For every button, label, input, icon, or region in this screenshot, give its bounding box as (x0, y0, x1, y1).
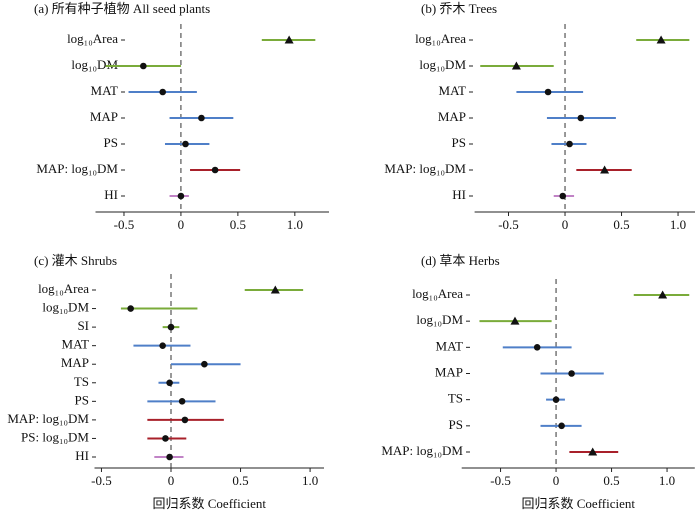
x-tick-label: 0 (562, 217, 569, 232)
point (600, 165, 610, 174)
point (544, 88, 552, 96)
point (533, 344, 541, 351)
x-tick-label: -0.5 (498, 217, 519, 232)
point (166, 453, 173, 461)
x-tick-label: 0 (553, 473, 560, 488)
x-tick-label: 1.0 (659, 473, 675, 488)
y-tick-label: SI (77, 318, 89, 333)
y-tick-label: MAT (91, 83, 119, 98)
point (658, 290, 668, 299)
y-tick-label: log₁₀DM (419, 57, 466, 72)
point (159, 88, 167, 96)
y-tick-label: MAT (436, 338, 464, 353)
y-tick-label: MAP (61, 355, 89, 370)
point (270, 285, 280, 294)
y-tick-label: HI (452, 187, 466, 202)
point (568, 370, 575, 377)
y-tick-label: HI (75, 448, 89, 463)
y-tick-label: log₁₀Area (412, 286, 463, 301)
point (558, 422, 565, 430)
x-tick-label: 1.0 (670, 217, 686, 232)
x-tick-label: 0.5 (603, 473, 619, 488)
panel-title: (b) 乔木 Trees (421, 1, 497, 16)
panel-title: (c) 灌木 Shrubs (34, 253, 117, 268)
y-tick-label: TS (74, 374, 89, 389)
y-tick-label: HI (104, 187, 118, 202)
point (656, 35, 666, 44)
y-tick-label: MAT (62, 337, 90, 352)
point (284, 35, 294, 44)
point (182, 140, 189, 148)
y-tick-label: log₁₀DM (42, 300, 89, 315)
y-tick-label: log₁₀Area (67, 31, 118, 46)
panel-title: (d) 草本 Herbs (421, 253, 500, 268)
point (510, 316, 520, 325)
point (166, 379, 173, 387)
point (552, 396, 560, 403)
y-tick-label: PS (75, 392, 89, 407)
y-tick-label: TS (448, 391, 463, 406)
y-tick-label: MAT (439, 83, 467, 98)
x-tick-label: -0.5 (114, 217, 135, 232)
point (140, 62, 147, 70)
y-tick-label: MAP (90, 109, 118, 124)
point (178, 398, 186, 405)
y-tick-label: PS (452, 135, 466, 150)
y-tick-label: MAP: log₁₀DM (384, 161, 466, 176)
y-tick-label: MAP: log₁₀DM (381, 443, 463, 458)
point (559, 192, 567, 200)
point (167, 323, 175, 331)
y-tick-label: MAP: log₁₀DM (7, 411, 89, 426)
x-axis-label: 回归系数 Coefficient (153, 496, 267, 511)
x-tick-label: 0.5 (613, 217, 629, 232)
y-tick-label: MAP (435, 364, 463, 379)
x-tick-label: 1.0 (287, 217, 303, 232)
point (211, 166, 219, 174)
y-tick-label: log₁₀DM (71, 57, 118, 72)
x-tick-label: -0.5 (490, 473, 511, 488)
point (511, 61, 521, 70)
point (588, 447, 598, 456)
x-tick-label: 0.5 (232, 473, 248, 488)
point (177, 192, 185, 200)
point (566, 140, 573, 148)
point (198, 114, 205, 122)
y-tick-label: log₁₀Area (415, 31, 466, 46)
y-tick-label: log₁₀Area (38, 281, 89, 296)
y-tick-label: PS (449, 417, 463, 432)
panel-title: (a) 所有种子植物 All seed plants (34, 1, 210, 16)
y-tick-label: MAP (438, 109, 466, 124)
point (162, 435, 169, 442)
point (127, 305, 134, 312)
x-tick-label: -0.5 (91, 473, 112, 488)
y-tick-label: log₁₀DM (416, 312, 463, 327)
y-tick-label: PS (104, 135, 118, 150)
x-tick-label: 0 (168, 473, 175, 488)
y-tick-label: MAP: log₁₀DM (36, 161, 118, 176)
x-tick-label: 0 (178, 217, 185, 232)
point (159, 342, 166, 349)
y-tick-label: PS: log₁₀DM (21, 429, 89, 444)
x-tick-label: 0.5 (230, 217, 246, 232)
x-tick-label: 1.0 (302, 473, 318, 488)
x-axis-label: 回归系数 Coefficient (522, 496, 636, 511)
point (181, 416, 189, 424)
point (577, 114, 585, 122)
point (201, 360, 208, 368)
